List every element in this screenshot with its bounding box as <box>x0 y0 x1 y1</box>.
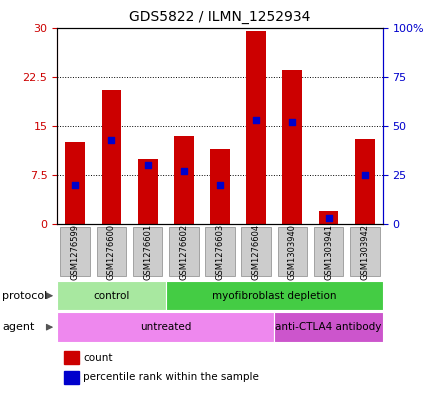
Text: GSM1276604: GSM1276604 <box>252 224 260 279</box>
Point <box>325 215 332 221</box>
Point <box>361 172 368 178</box>
Bar <box>210 149 230 224</box>
Bar <box>102 90 121 224</box>
FancyBboxPatch shape <box>278 227 307 276</box>
Point <box>72 182 79 188</box>
Bar <box>319 211 338 224</box>
Text: agent: agent <box>2 322 35 332</box>
Text: GSM1276602: GSM1276602 <box>180 224 188 279</box>
Point <box>216 182 224 188</box>
Bar <box>64 351 79 364</box>
Text: GSM1303941: GSM1303941 <box>324 224 333 279</box>
Text: myofibroblast depletion: myofibroblast depletion <box>212 291 337 301</box>
FancyBboxPatch shape <box>60 227 90 276</box>
Bar <box>64 371 79 384</box>
FancyBboxPatch shape <box>133 227 162 276</box>
Bar <box>57 281 166 310</box>
Point <box>253 117 260 123</box>
Text: untreated: untreated <box>140 322 191 332</box>
Text: percentile rank within the sample: percentile rank within the sample <box>83 373 259 382</box>
Text: GSM1276599: GSM1276599 <box>71 224 80 279</box>
Point <box>144 162 151 168</box>
Point <box>180 168 187 174</box>
Bar <box>282 70 302 224</box>
FancyBboxPatch shape <box>242 227 271 276</box>
Text: protocol: protocol <box>2 291 48 301</box>
Text: GSM1276603: GSM1276603 <box>216 223 224 280</box>
Text: GSM1276601: GSM1276601 <box>143 224 152 279</box>
Bar <box>174 136 194 224</box>
Bar <box>246 31 266 224</box>
Text: GDS5822 / ILMN_1252934: GDS5822 / ILMN_1252934 <box>129 10 311 24</box>
FancyBboxPatch shape <box>97 227 126 276</box>
Bar <box>57 312 274 342</box>
FancyBboxPatch shape <box>314 227 343 276</box>
Point <box>108 136 115 143</box>
Bar <box>355 139 375 224</box>
FancyBboxPatch shape <box>350 227 380 276</box>
Bar <box>166 281 383 310</box>
FancyBboxPatch shape <box>205 227 235 276</box>
Point <box>289 119 296 125</box>
Bar <box>66 142 85 224</box>
FancyBboxPatch shape <box>169 227 198 276</box>
Text: GSM1303942: GSM1303942 <box>360 224 369 279</box>
Text: count: count <box>83 353 113 362</box>
Text: anti-CTLA4 antibody: anti-CTLA4 antibody <box>275 322 382 332</box>
Bar <box>138 158 158 224</box>
Text: control: control <box>93 291 130 301</box>
Text: GSM1303940: GSM1303940 <box>288 224 297 279</box>
Bar <box>274 312 383 342</box>
Text: GSM1276600: GSM1276600 <box>107 224 116 279</box>
